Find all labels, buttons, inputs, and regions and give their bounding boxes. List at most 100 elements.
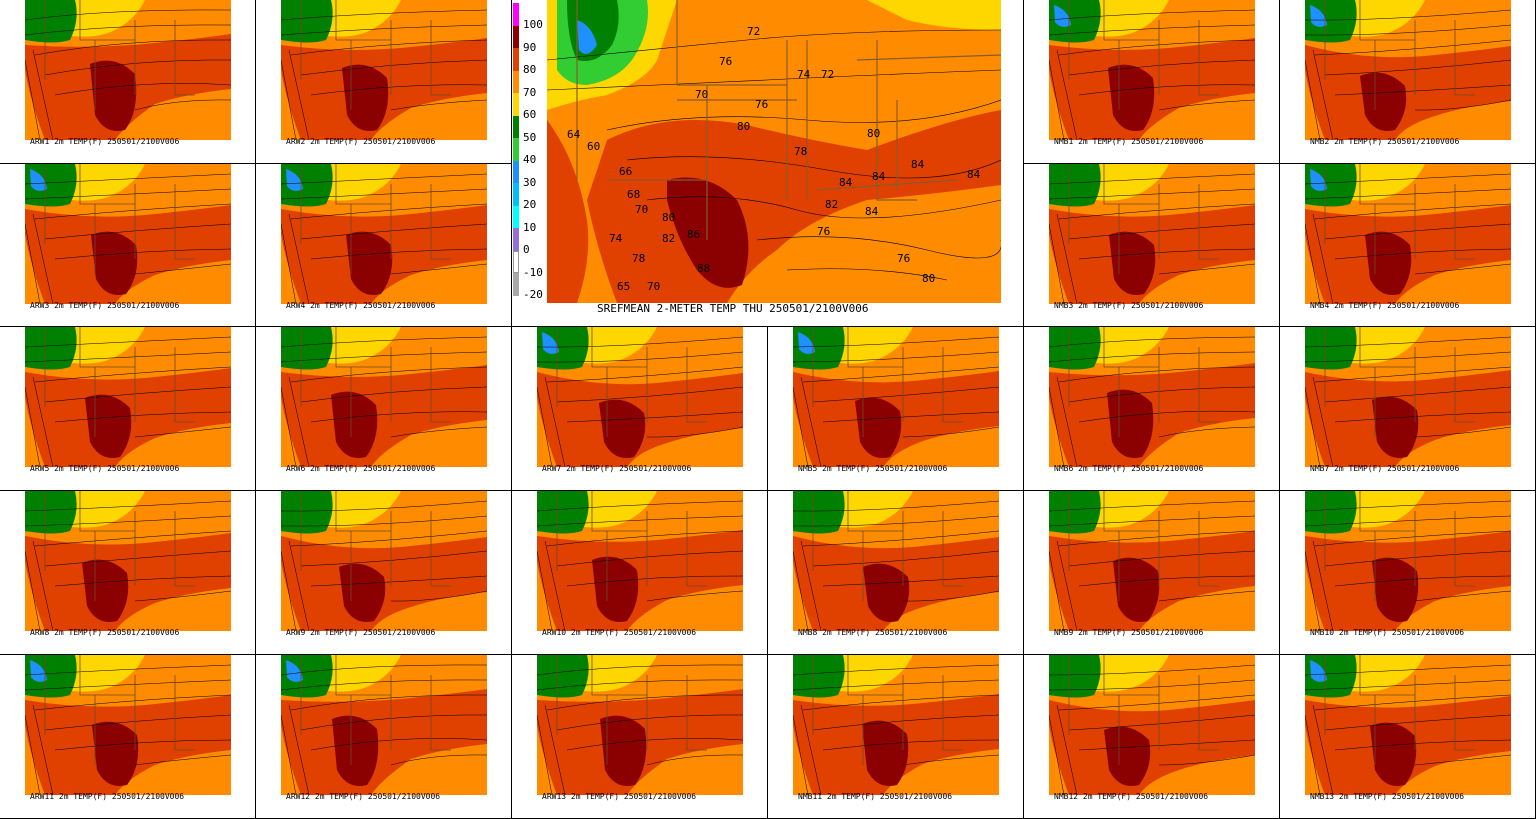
legend-color-swatch (513, 48, 519, 71)
member-temperature-map[interactable] (25, 327, 231, 467)
legend-value-label: 90 (523, 40, 537, 54)
ensemble-mean-panel: 100 90 80 70 60 50 40 30 20 10 0 -10 -20 (512, 0, 1024, 327)
member-temperature-map[interactable] (1049, 164, 1255, 304)
contour-label: 86 (687, 228, 700, 241)
contour-label: 80 (737, 120, 750, 133)
legend-value-label: 50 (523, 130, 537, 144)
member-temperature-map[interactable] (281, 655, 487, 795)
member-panel: NMB3 2m TEMP(F) 250501/2100V006 (1024, 164, 1280, 327)
contour-label: 84 (865, 205, 879, 218)
contour-label: 70 (635, 203, 648, 216)
member-temperature-map[interactable] (793, 655, 999, 795)
member-temperature-map[interactable] (793, 327, 999, 467)
mean-map-title: SREFMEAN 2-METER TEMP THU 250501/2100V00… (597, 302, 869, 315)
member-panel-label: ARW6 2m TEMP(F) 250501/2100V006 (286, 464, 436, 473)
member-temperature-map[interactable] (1049, 327, 1255, 467)
temperature-color-legend: 100 90 80 70 60 50 40 30 20 10 0 -10 -20 (512, 3, 548, 315)
member-temperature-map[interactable] (1305, 0, 1511, 140)
legend-value-label: -10 (523, 265, 543, 279)
member-panel-label: NMB4 2m TEMP(F) 250501/2100V006 (1310, 301, 1460, 310)
member-panel: NMB10 2m TEMP(F) 250501/2100V006 (1280, 491, 1536, 655)
member-panel-label: ARW11 2m TEMP(F) 250501/2100V006 (30, 792, 185, 801)
member-panel-label: ARW7 2m TEMP(F) 250501/2100V006 (542, 464, 692, 473)
member-panel: ARW9 2m TEMP(F) 250501/2100V006 (256, 491, 512, 655)
member-panel: NMB7 2m TEMP(F) 250501/2100V006 (1280, 327, 1536, 491)
member-panel-label: NMB13 2m TEMP(F) 250501/2100V006 (1310, 792, 1465, 801)
contour-label: 74 (797, 68, 811, 81)
member-panel-label: NMB3 2m TEMP(F) 250501/2100V006 (1054, 301, 1204, 310)
member-temperature-map[interactable] (25, 491, 231, 631)
member-panel: ARW2 2m TEMP(F) 250501/2100V006 (256, 0, 512, 164)
legend-color-swatch (513, 138, 519, 161)
member-temperature-map[interactable] (1049, 655, 1255, 795)
member-panel: NMB6 2m TEMP(F) 250501/2100V006 (1024, 327, 1280, 491)
member-temperature-map[interactable] (1049, 491, 1255, 631)
member-panel-label: NMB8 2m TEMP(F) 250501/2100V006 (798, 628, 948, 637)
legend-color-swatch (513, 160, 519, 183)
member-temperature-map[interactable] (793, 491, 999, 631)
member-temperature-map[interactable] (281, 491, 487, 631)
member-panel-label: NMB10 2m TEMP(F) 250501/2100V006 (1310, 628, 1465, 637)
legend-color-swatch (513, 205, 519, 228)
member-panel: ARW4 2m TEMP(F) 250501/2100V006 (256, 164, 512, 327)
legend-value-label: 100 (523, 18, 543, 31)
member-panel-label: NMB5 2m TEMP(F) 250501/2100V006 (798, 464, 948, 473)
member-temperature-map[interactable] (25, 164, 231, 304)
member-panel: NMB9 2m TEMP(F) 250501/2100V006 (1024, 491, 1280, 655)
member-temperature-map[interactable] (281, 0, 487, 140)
member-panel: NMB1 2m TEMP(F) 250501/2100V006 (1024, 0, 1280, 164)
member-temperature-map[interactable] (1049, 0, 1255, 140)
member-panel-label: ARW9 2m TEMP(F) 250501/2100V006 (286, 628, 436, 637)
member-temperature-map[interactable] (537, 327, 743, 467)
legend-color-swatch (513, 93, 519, 116)
contour-label: 84 (967, 168, 981, 181)
contour-label: 82 (825, 198, 838, 211)
mean-temperature-map[interactable]: 72 76 70 74 72 76 80 80 78 84 84 84 82 84 76 76 80 84 64 60… (547, 0, 1001, 303)
legend-value-label: 40 (523, 153, 537, 166)
member-panel-label: ARW13 2m TEMP(F) 250501/2100V006 (542, 792, 697, 801)
member-temperature-map[interactable] (537, 655, 743, 795)
member-panel: NMB8 2m TEMP(F) 250501/2100V006 (768, 491, 1024, 655)
contour-label: 60 (587, 140, 600, 153)
member-temperature-map[interactable] (1305, 164, 1511, 304)
member-temperature-map[interactable] (25, 655, 231, 795)
legend-color-swatch (513, 228, 519, 251)
member-panel: ARW1 2m TEMP(F) 250501/2100V006 (0, 0, 256, 164)
contour-label: 84 (872, 170, 886, 183)
member-panel: ARW12 2m TEMP(F) 250501/2100V006 (256, 655, 512, 819)
contour-label: 66 (619, 165, 632, 178)
member-panel: NMB4 2m TEMP(F) 250501/2100V006 (1280, 164, 1536, 327)
legend-value-label: -20 (523, 288, 543, 301)
contour-label: 70 (695, 88, 708, 101)
member-panel-label: ARW5 2m TEMP(F) 250501/2100V006 (30, 464, 180, 473)
legend-color-swatch (513, 183, 519, 206)
contour-label: 76 (719, 55, 732, 68)
contour-label: 72 (747, 25, 760, 38)
member-temperature-map[interactable] (537, 491, 743, 631)
member-panel-label: ARW8 2m TEMP(F) 250501/2100V006 (30, 628, 180, 637)
member-temperature-map[interactable] (25, 0, 231, 140)
member-panel: ARW13 2m TEMP(F) 250501/2100V006 (512, 655, 768, 819)
member-panel: NMB12 2m TEMP(F) 250501/2100V006 (1024, 655, 1280, 819)
legend-color-swatch (513, 25, 519, 48)
member-temperature-map[interactable] (1305, 327, 1511, 467)
member-panel-label: NMB11 2m TEMP(F) 250501/2100V006 (798, 792, 953, 801)
contour-label: 80 (867, 127, 880, 140)
member-temperature-map[interactable] (1305, 655, 1511, 795)
member-panel-label: ARW1 2m TEMP(F) 250501/2100V006 (30, 137, 180, 146)
member-temperature-map[interactable] (281, 164, 487, 304)
legend-color-swatch (513, 273, 519, 296)
legend-value-label: 10 (523, 220, 537, 234)
contour-label: 78 (794, 145, 807, 158)
member-panel-label: NMB2 2m TEMP(F) 250501/2100V006 (1310, 137, 1460, 146)
member-panel: ARW8 2m TEMP(F) 250501/2100V006 (0, 491, 256, 655)
member-temperature-map[interactable] (1305, 491, 1511, 631)
member-panel: ARW10 2m TEMP(F) 250501/2100V006 (512, 491, 768, 655)
member-temperature-map[interactable] (281, 327, 487, 467)
contour-label: 80 (662, 211, 675, 224)
member-panel-label: NMB7 2m TEMP(F) 250501/2100V006 (1310, 464, 1460, 473)
member-panel: ARW5 2m TEMP(F) 250501/2100V006 (0, 327, 256, 491)
contour-label: 78 (632, 252, 645, 265)
contour-label: 72 (821, 68, 834, 81)
